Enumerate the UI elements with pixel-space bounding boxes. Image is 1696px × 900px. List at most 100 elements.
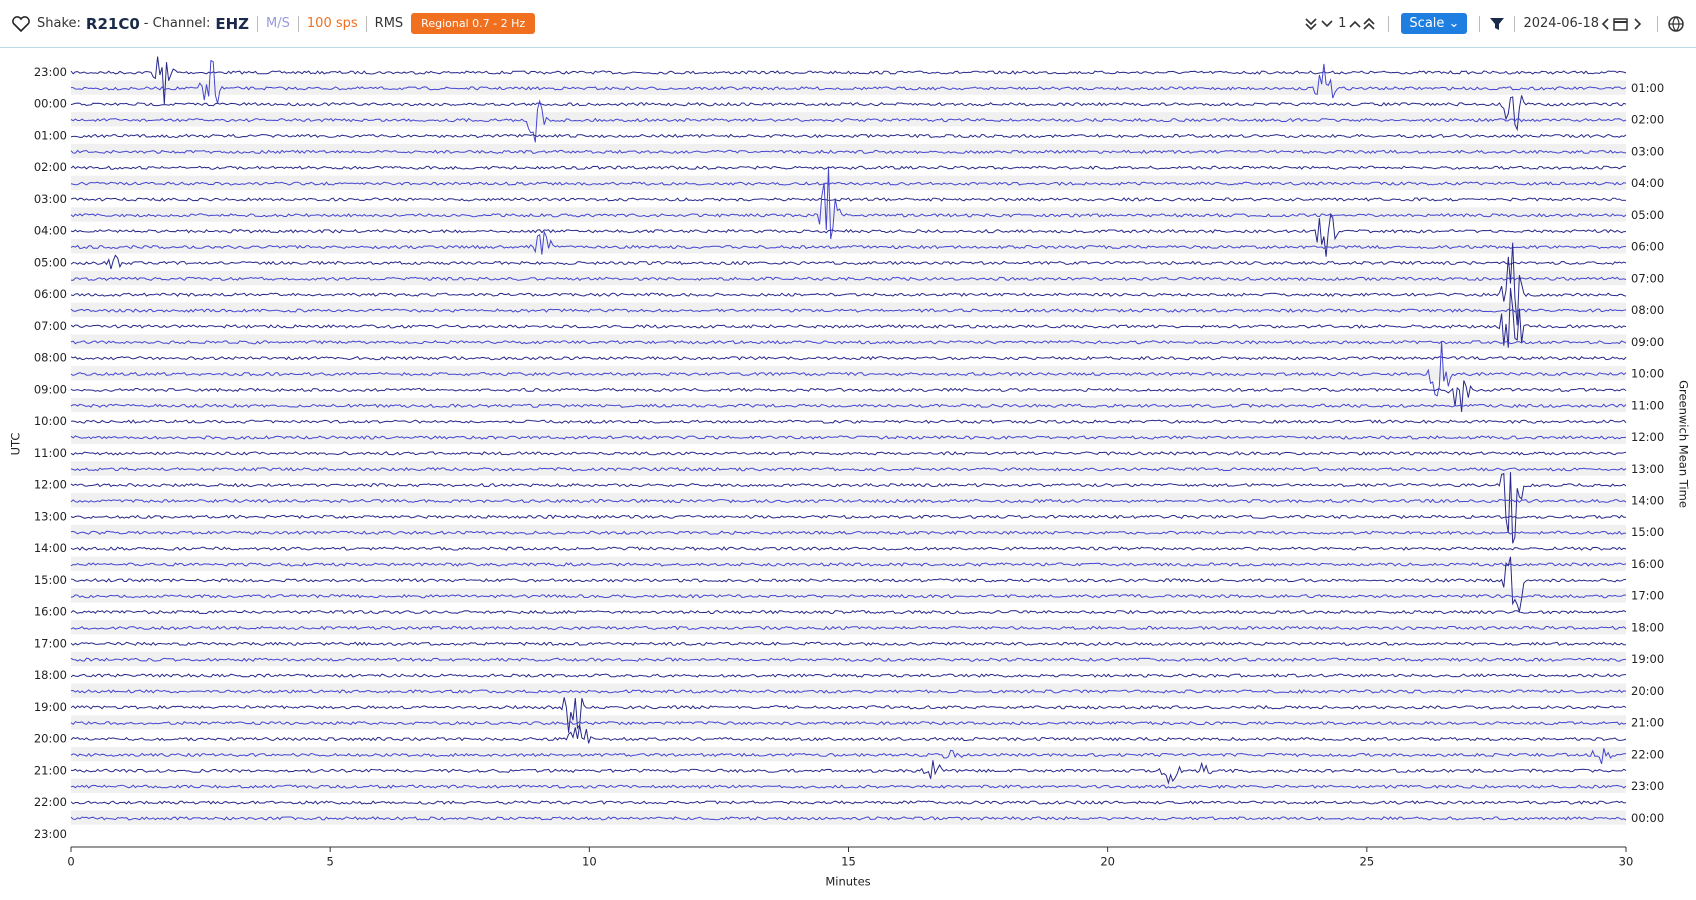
separator	[1514, 15, 1516, 32]
trace	[70, 213, 1626, 257]
y2-tick-label: 16:00	[1631, 557, 1664, 571]
y-tick-label: 05:00	[34, 255, 67, 269]
trace	[70, 800, 1627, 805]
trace	[70, 165, 1627, 170]
trace	[70, 99, 1627, 143]
row-band	[71, 778, 1626, 793]
y2-tick-label: 00:00	[1631, 811, 1664, 825]
y-tick-label: 23:00	[34, 827, 67, 841]
separator	[297, 15, 299, 32]
separator	[1479, 15, 1481, 32]
rate[interactable]: 100 sps	[306, 16, 358, 31]
filter-badge[interactable]: Regional 0.7 - 2 Hz	[411, 13, 536, 34]
y-tick-label: 18:00	[34, 668, 67, 682]
y-tick-label: 14:00	[34, 541, 67, 555]
row-band	[71, 397, 1626, 413]
y2-tick-label: 19:00	[1631, 652, 1664, 666]
channel: EHZ	[215, 14, 250, 33]
trace	[70, 556, 1627, 612]
mode[interactable]: RMS	[374, 16, 404, 31]
y2-tick-label: 17:00	[1631, 589, 1664, 603]
trace	[70, 760, 1627, 785]
trace	[71, 59, 1627, 104]
y2-tick-label: 21:00	[1631, 716, 1664, 730]
x-tick-label: 15	[841, 855, 856, 869]
separator	[257, 15, 259, 32]
y-tick-label: 21:00	[34, 763, 67, 777]
units[interactable]: M/S	[266, 16, 290, 31]
y-tick-label: 23:00	[34, 65, 67, 79]
scale-button[interactable]: Scale ⌄	[1401, 13, 1468, 34]
date[interactable]: 2024-06-18	[1523, 16, 1599, 31]
y-tick-label: 07:00	[34, 319, 67, 333]
y2-tick-label: 10:00	[1631, 367, 1664, 381]
station-label: Shake:	[37, 16, 81, 31]
y2-tick-label: 03:00	[1631, 144, 1664, 158]
scale-text: Scale	[1409, 16, 1445, 31]
timezone-icon[interactable]	[1666, 15, 1686, 33]
y-tick-label: 10:00	[34, 414, 67, 428]
trace	[70, 657, 1627, 662]
trace	[70, 242, 1627, 326]
trace	[70, 514, 1626, 520]
y-tick-label: 06:00	[34, 287, 67, 301]
trace	[70, 276, 1627, 282]
y-tick-label: 08:00	[34, 351, 67, 365]
separator	[1388, 15, 1390, 32]
trace	[70, 95, 1627, 132]
channel-label: - Channel:	[143, 16, 211, 31]
trace	[70, 784, 1627, 789]
trace	[70, 149, 1626, 155]
x-tick-label: 30	[1619, 855, 1634, 869]
trace	[70, 689, 1627, 694]
trace	[70, 181, 1627, 186]
y2-tick-label: 20:00	[1631, 684, 1664, 698]
trace	[70, 467, 1627, 472]
trace	[70, 546, 1627, 551]
favorite-icon[interactable]	[11, 15, 31, 33]
trace	[70, 133, 1627, 139]
date-nav[interactable]	[1599, 16, 1649, 32]
trace	[70, 340, 1627, 345]
x-tick-label: 20	[1100, 855, 1115, 869]
y2-tick-label: 22:00	[1631, 747, 1664, 761]
y2-tick-label: 18:00	[1631, 620, 1664, 634]
zoom-out[interactable]	[1304, 16, 1338, 32]
y-tick-label: 22:00	[34, 795, 67, 809]
y2-tick-label: 23:00	[1631, 779, 1664, 793]
y2-tick-label: 05:00	[1631, 208, 1664, 222]
y-tick-label: 11:00	[34, 446, 67, 460]
trace	[70, 380, 1627, 412]
y2-axis-title: Greenwich Mean Time	[1677, 380, 1691, 508]
y2-tick-label: 14:00	[1631, 493, 1664, 507]
zoom-in[interactable]	[1346, 16, 1380, 32]
y-tick-label: 03:00	[34, 192, 67, 206]
trace	[70, 451, 1627, 456]
trace	[70, 697, 1627, 733]
trace	[70, 230, 1627, 255]
y2-tick-label: 06:00	[1631, 240, 1664, 254]
filter-icon[interactable]	[1488, 16, 1506, 32]
x-axis-title: Minutes	[825, 875, 870, 889]
y2-tick-label: 13:00	[1631, 462, 1664, 476]
y2-tick-label: 08:00	[1631, 303, 1664, 317]
row-band	[71, 366, 1626, 381]
row-band	[71, 80, 1626, 95]
x-tick-label: 5	[327, 855, 334, 869]
row-band	[71, 588, 1626, 603]
trace	[70, 56, 1627, 105]
trace	[70, 167, 1627, 240]
row-band	[71, 461, 1626, 476]
y2-tick-label: 01:00	[1631, 81, 1664, 95]
trace	[70, 308, 1627, 313]
trace	[70, 341, 1627, 397]
y-tick-label: 16:00	[34, 605, 67, 619]
trace	[70, 472, 1627, 544]
trace	[70, 419, 1627, 424]
row-band	[71, 302, 1626, 317]
row-band	[71, 620, 1626, 635]
row-band	[71, 715, 1626, 730]
y-tick-label: 17:00	[34, 636, 67, 650]
trace	[70, 593, 1627, 599]
